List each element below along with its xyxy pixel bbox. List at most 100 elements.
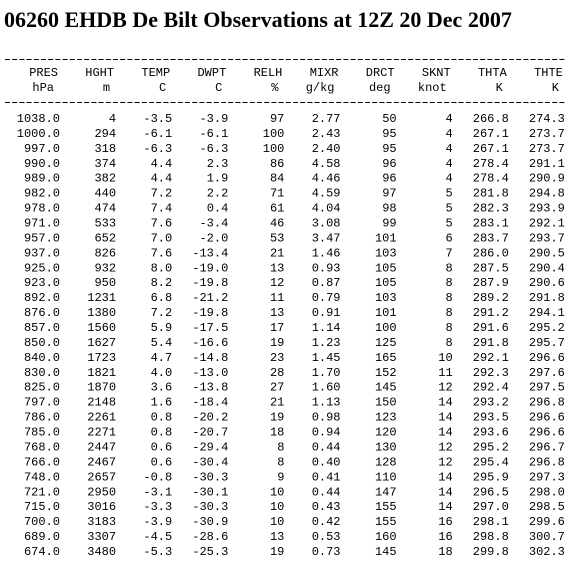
table-cell: 287.5	[473, 261, 509, 275]
table-cell: -13.8	[192, 381, 228, 395]
table-cell: -25.3	[192, 545, 228, 559]
table-cell: -29.4	[192, 440, 228, 454]
table-cell: 27	[270, 381, 284, 395]
table-cell: 923.0	[24, 276, 60, 290]
table-cell: 4.58	[312, 157, 341, 171]
table-cell: 2467	[87, 455, 116, 469]
table-cell: 7.0	[151, 231, 173, 245]
table-cell: 7.6	[151, 246, 173, 260]
table-cell: -5.3	[143, 545, 172, 559]
table-cell: 1627	[87, 336, 116, 350]
table-cell: 12	[270, 276, 284, 290]
table-cell: 0.8	[151, 426, 173, 440]
table-cell: 474	[94, 202, 116, 216]
table-cell: 297.6	[529, 366, 565, 380]
table-cell: 7.4	[151, 202, 173, 216]
table-cell: -3.3	[143, 500, 172, 514]
table-cell: 155	[375, 515, 397, 529]
table-cell: -6.1	[199, 127, 228, 141]
table-cell: 997.0	[24, 142, 60, 156]
table-cell: -19.8	[192, 276, 228, 290]
table-cell: 165	[375, 351, 397, 365]
table-cell: 8	[445, 336, 452, 350]
table-cell: 19	[270, 411, 284, 425]
table-cell: 0.6	[151, 440, 173, 454]
table-cell: 10	[270, 500, 284, 514]
table-cell: -16.6	[192, 336, 228, 350]
table-cell: -30.3	[192, 500, 228, 514]
table-cell: 10	[438, 351, 452, 365]
table-cell: 296.7	[529, 440, 565, 454]
table-cell: 291.1	[529, 157, 565, 171]
table-cell: 1.13	[312, 396, 341, 410]
table-cell: 0.43	[312, 500, 341, 514]
column-unit: C	[159, 81, 166, 95]
table-cell: 978.0	[24, 202, 60, 216]
column-unit: deg	[369, 81, 391, 95]
table-cell: 150	[375, 396, 397, 410]
table-cell: 105	[375, 276, 397, 290]
table-cell: -3.9	[143, 515, 172, 529]
table-cell: 14	[438, 396, 452, 410]
table-cell: 125	[375, 336, 397, 350]
table-cell: 1380	[87, 306, 116, 320]
table-cell: 105	[375, 261, 397, 275]
table-cell: 13	[270, 530, 284, 544]
table-cell: -3.4	[199, 217, 228, 231]
table-cell: 8	[277, 455, 284, 469]
table-cell: 289.2	[473, 291, 509, 305]
table-cell: 302.3	[529, 545, 565, 559]
column-unit: g/kg	[306, 81, 335, 95]
table-cell: 4.46	[312, 172, 341, 186]
table-cell: 290.9	[529, 172, 565, 186]
table-cell: -30.4	[192, 455, 228, 469]
table-cell: -20.2	[192, 411, 228, 425]
table-cell: 0.41	[312, 470, 341, 484]
table-cell: 768.0	[24, 440, 60, 454]
table-cell: 1.70	[312, 366, 341, 380]
table-cell: 160	[375, 530, 397, 544]
table-cell: 440	[94, 187, 116, 201]
table-cell: -0.8	[143, 470, 172, 484]
table-cell: 2271	[87, 426, 116, 440]
table-cell: 145	[375, 381, 397, 395]
column-unit: K	[552, 81, 560, 95]
table-cell: 957.0	[24, 231, 60, 245]
table-cell: 3.08	[312, 217, 341, 231]
table-cell: 3016	[87, 500, 116, 514]
table-cell: 1821	[87, 366, 116, 380]
table-cell: 61	[270, 202, 284, 216]
table-cell: 296.6	[529, 351, 565, 365]
table-cell: 294.1	[529, 306, 565, 320]
table-cell: 97	[382, 187, 396, 201]
column-name: DWPT	[197, 66, 226, 80]
column-name: SKNT	[422, 66, 451, 80]
table-cell: 7.6	[151, 217, 173, 231]
table-cell: 291.2	[473, 306, 509, 320]
table-cell: 145	[375, 545, 397, 559]
table-cell: 100	[263, 127, 285, 141]
table-cell: 281.8	[473, 187, 509, 201]
table-cell: 103	[375, 246, 397, 260]
table-cell: 840.0	[24, 351, 60, 365]
table-cell: 2447	[87, 440, 116, 454]
table-cell: -13.4	[192, 246, 228, 260]
table-cell: 290.5	[529, 246, 565, 260]
table-cell: 294	[94, 127, 116, 141]
table-cell: 2657	[87, 470, 116, 484]
table-cell: 4.4	[151, 157, 173, 171]
table-cell: 766.0	[24, 455, 60, 469]
column-name: MIXR	[310, 66, 339, 80]
table-cell: 290.4	[529, 261, 565, 275]
table-cell: 1.6	[151, 396, 173, 410]
table-cell: 296.8	[529, 396, 565, 410]
table-cell: 283.1	[473, 217, 509, 231]
table-cell: 266.8	[473, 112, 509, 126]
table-cell: 8	[277, 440, 284, 454]
table-cell: 8	[445, 261, 452, 275]
table-cell: 297.3	[529, 470, 565, 484]
table-cell: 120	[375, 426, 397, 440]
column-name: THTA	[478, 66, 508, 80]
table-cell: 295.9	[473, 470, 509, 484]
